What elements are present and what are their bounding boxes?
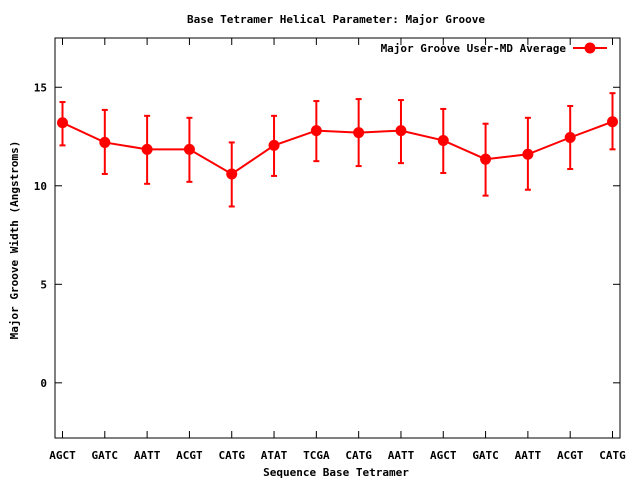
data-point [437, 134, 449, 146]
data-point [226, 168, 238, 180]
data-point [183, 143, 195, 155]
y-tick-label: 0 [40, 377, 47, 390]
data-point [564, 132, 576, 144]
y-axis-label: Major Groove Width (Angstroms) [8, 141, 21, 340]
data-point [480, 153, 492, 165]
series-layer [57, 92, 618, 208]
x-tick-label: AATT [515, 449, 542, 462]
x-tick-label: AGCT [49, 449, 76, 462]
legend: Major Groove User-MD Average [381, 42, 607, 55]
data-point [353, 127, 365, 139]
x-tick-label: CATG [345, 449, 372, 462]
data-point [141, 143, 153, 155]
data-point [57, 117, 68, 129]
chart-title: Base Tetramer Helical Parameter: Major G… [187, 13, 485, 26]
x-tick-label: AATT [388, 449, 415, 462]
y-tick-label: 15 [34, 81, 47, 94]
x-tick-label: ACGT [176, 449, 203, 462]
x-tick-label: AATT [134, 449, 161, 462]
legend-label: Major Groove User-MD Average [381, 42, 567, 55]
x-tick-label: CATG [599, 449, 626, 462]
series-line [62, 120, 613, 176]
x-tick-label: ATAT [261, 449, 288, 462]
x-tick-label: CATG [218, 449, 245, 462]
data-point [607, 116, 618, 128]
y-axis: 0 5 10 15 [34, 81, 620, 390]
x-tick-label: AGCT [430, 449, 457, 462]
x-tick-label: GATC [92, 449, 119, 462]
data-point [310, 125, 322, 137]
x-tick-label: GATC [472, 449, 499, 462]
x-tick-label: TCGA [303, 449, 330, 462]
x-axis: AGCT GATC AATT ACGT CATG ATAT TCGA CATG AATT AGCT… [49, 38, 626, 462]
data-point [395, 125, 407, 137]
data-point [522, 148, 534, 160]
y-tick-label: 5 [40, 278, 47, 291]
x-tick-label: ACGT [557, 449, 584, 462]
plot-frame [54, 37, 621, 439]
data-point [99, 136, 111, 148]
legend-marker [584, 42, 596, 54]
data-point [268, 139, 280, 151]
x-axis-label: Sequence Base Tetramer [263, 466, 409, 479]
y-tick-label: 10 [34, 180, 47, 193]
